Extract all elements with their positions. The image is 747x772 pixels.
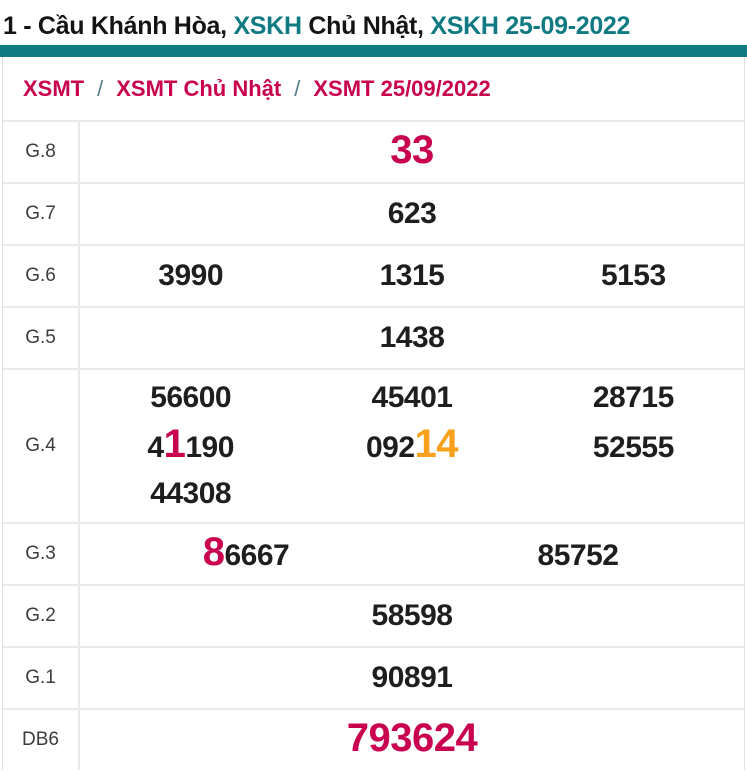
breadcrumb-separator: /: [97, 75, 104, 101]
prize-values: 90891: [80, 648, 744, 708]
prize-label: G.6: [3, 246, 80, 306]
digits: 4: [147, 431, 164, 464]
prize-label: G.3: [3, 524, 80, 584]
prize-label: G.1: [3, 648, 80, 708]
prize-value: 44308: [80, 471, 301, 517]
digits: 58598: [371, 599, 453, 632]
prize-row-g1: G.1 90891: [3, 646, 744, 708]
breadcrumb-link[interactable]: XSMT: [23, 75, 85, 101]
breadcrumb-link[interactable]: XSMT Chủ Nhật: [116, 75, 282, 101]
prize-value: 85752: [412, 533, 744, 579]
digits: 1438: [379, 321, 445, 354]
prize-value: 86667: [80, 529, 412, 579]
page-title: 1 - Cầu Khánh Hòa, XSKH Chủ Nhật, XSKH 2…: [0, 0, 747, 45]
prize-value: 58598: [80, 593, 744, 639]
prize-value: 1315: [301, 253, 522, 299]
content-box: XSMT / XSMT Chủ Nhật / XSMT 25/09/2022 G.8 33…: [2, 57, 745, 770]
prize-value-line: 3990 1315 5153: [80, 253, 744, 299]
prize-row-g5: G.5 1438: [3, 306, 744, 368]
digits: 5153: [600, 259, 666, 292]
prize-label: DB6: [3, 710, 80, 770]
prize-row-g6: G.6 3990 1315 5153: [3, 244, 744, 306]
prize-label: G.5: [3, 308, 80, 368]
digits: 85752: [537, 539, 619, 572]
prize-row-g4: G.4 56600 45401 28715 41190 09214 52555 44308: [3, 368, 744, 522]
prize-values: 86667 85752: [80, 524, 744, 584]
prize-value-line: 56600 45401 28715: [80, 375, 744, 421]
prize-value: 623: [80, 191, 744, 237]
prize-value-line: 33: [80, 127, 744, 177]
prize-value: 41190: [80, 421, 301, 471]
prize-value: 45401: [301, 375, 522, 421]
prize-row-g3: G.3 86667 85752: [3, 522, 744, 584]
digits: 90891: [371, 661, 453, 694]
prize-row-g7: G.7 623: [3, 182, 744, 244]
prize-value-line: 58598: [80, 593, 744, 639]
digits: 190: [185, 431, 234, 464]
prize-value-line: 90891: [80, 655, 744, 701]
prize-value: 90891: [80, 655, 744, 701]
breadcrumb-link[interactable]: XSMT 25/09/2022: [313, 75, 491, 101]
highlighted-digits: 33: [390, 128, 434, 172]
prize-values: 3990 1315 5153: [80, 246, 744, 306]
prize-value-line: 793624: [80, 715, 744, 765]
prize-value-line: 41190 09214 52555: [80, 421, 744, 471]
prize-values: 1438: [80, 308, 744, 368]
prize-label: G.8: [3, 122, 80, 182]
highlighted-digits: 14: [414, 422, 459, 466]
prize-values: 623: [80, 184, 744, 244]
prize-value-line: 86667 85752: [80, 529, 744, 579]
prize-value: 28715: [523, 375, 744, 421]
digits: 28715: [592, 381, 674, 414]
title-link[interactable]: XSKH 25-09-2022: [430, 12, 631, 40]
digits: 44308: [150, 477, 232, 510]
prize-value: 793624: [80, 715, 744, 765]
highlighted-digits: 1: [163, 422, 186, 466]
prize-values: 56600 45401 28715 41190 09214 52555 44308: [80, 370, 744, 522]
digits: 092: [365, 431, 415, 464]
prize-value: 09214: [301, 421, 522, 471]
prize-values: 58598: [80, 586, 744, 646]
teal-divider-bar: [0, 45, 747, 57]
prize-value: 52555: [523, 425, 744, 471]
digits: 56600: [150, 381, 232, 414]
breadcrumb: XSMT / XSMT Chủ Nhật / XSMT 25/09/2022: [3, 57, 744, 120]
digits: 1315: [379, 259, 445, 292]
prize-value: 3990: [80, 253, 301, 299]
prize-value: 1438: [80, 315, 744, 361]
prize-row-db6: DB6 793624: [3, 708, 744, 770]
prize-row-g2: G.2 58598: [3, 584, 744, 646]
prize-value: 5153: [523, 253, 744, 299]
title-text: 1 - Cầu Khánh Hòa,: [3, 12, 234, 40]
digits: 3990: [158, 259, 224, 292]
title-text: Chủ Nhật,: [301, 12, 431, 40]
digits: 52555: [592, 431, 674, 464]
title-link[interactable]: XSKH: [233, 12, 302, 40]
breadcrumb-separator: /: [294, 75, 301, 101]
prize-label: G.4: [3, 370, 80, 522]
prize-values: 793624: [80, 710, 744, 770]
prize-value-line: 44308: [80, 471, 744, 517]
results-table: G.8 33 G.7 623 G.6 3990 1315 5153 G.5 1438 G.4 5660…: [3, 120, 744, 770]
prize-value: 33: [80, 127, 744, 177]
prize-values: 33: [80, 122, 744, 182]
prize-label: G.2: [3, 586, 80, 646]
prize-value-line: 623: [80, 191, 744, 237]
digits: 623: [387, 197, 437, 230]
digits: 6667: [224, 539, 290, 572]
prize-row-g8: G.8 33: [3, 120, 744, 182]
highlighted-digits: 8: [202, 530, 225, 574]
prize-value: 56600: [80, 375, 301, 421]
highlighted-digits: 793624: [346, 716, 478, 760]
prize-label: G.7: [3, 184, 80, 244]
prize-value-line: 1438: [80, 315, 744, 361]
digits: 45401: [371, 381, 453, 414]
